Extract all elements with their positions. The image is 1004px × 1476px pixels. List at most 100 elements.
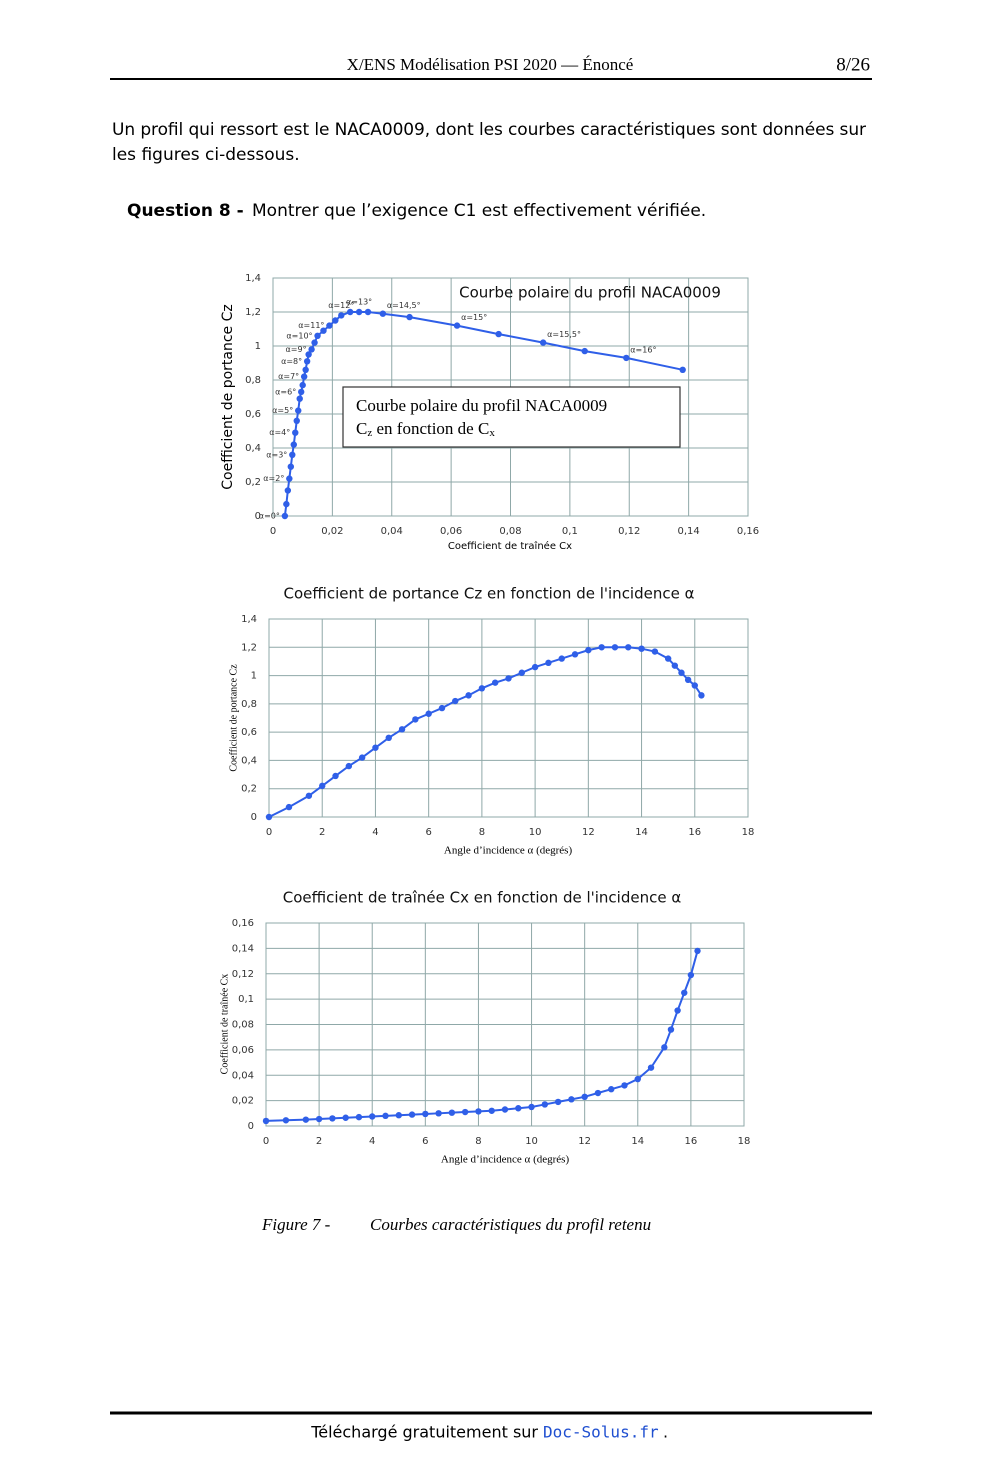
data-point <box>342 1114 349 1121</box>
data-point <box>364 308 372 316</box>
data-point <box>435 1110 442 1117</box>
data-point <box>651 648 659 655</box>
data-point <box>303 358 311 365</box>
point-annotation: α=3° <box>266 450 287 459</box>
point-annotation: α=5° <box>272 406 293 415</box>
data-point <box>281 512 289 520</box>
x-tick-label: 16 <box>685 1136 698 1147</box>
data-point <box>501 1106 509 1113</box>
point-annotation: α=7° <box>278 372 299 381</box>
data-point <box>425 710 432 717</box>
data-point <box>311 339 318 346</box>
footer-link[interactable]: Doc-Solus.fr <box>543 1423 659 1442</box>
data-point <box>385 734 392 741</box>
y-tick-label: 0,2 <box>245 477 261 488</box>
x-tick-label: 12 <box>582 827 595 838</box>
x-tick-label: 0 <box>266 827 272 838</box>
data-point <box>621 1082 628 1089</box>
data-point <box>452 697 459 705</box>
data-point <box>679 366 686 373</box>
data-point <box>518 669 526 676</box>
data-point <box>545 659 552 667</box>
data-point <box>406 313 413 321</box>
data-point <box>448 1109 456 1116</box>
data-point <box>300 373 308 380</box>
data-point <box>539 339 547 346</box>
chart: 0 0,02 0,04 0,06 0,08 0,1 0,12 0,14 0,16 0 2 4 6 8 10 1… <box>219 889 750 1166</box>
box-text-part: z <box>367 427 372 439</box>
x-tick-label: 14 <box>631 1136 644 1147</box>
y-tick-label: 0,8 <box>245 375 261 386</box>
data-point <box>329 1115 336 1122</box>
box-text-part: x <box>489 427 495 439</box>
data-point <box>475 1108 482 1115</box>
point-annotation: α=0° <box>259 512 280 521</box>
point-annotation: α=15° <box>461 313 487 322</box>
x-tick-label: 6 <box>422 1136 428 1147</box>
paragraph-line: Un profil qui ressort est le NACA0009, d… <box>112 120 866 140</box>
data-point <box>346 308 354 316</box>
data-point <box>289 451 296 458</box>
data-point <box>505 675 512 682</box>
data-point <box>558 655 565 662</box>
y-tick-label: 1,2 <box>241 642 257 653</box>
data-point <box>332 772 339 780</box>
point-annotation: α=9° <box>286 345 307 354</box>
data-point <box>528 1103 535 1111</box>
data-point <box>568 1096 575 1103</box>
data-point <box>647 1064 655 1071</box>
data-point <box>541 1101 549 1108</box>
data-point <box>345 762 353 770</box>
data-point <box>515 1105 522 1112</box>
data-point <box>285 803 293 811</box>
data-point <box>293 417 300 424</box>
chart-title: Coefficient de portance Cz en fonction d… <box>283 585 694 603</box>
header-title: X/ENS Modélisation PSI 2020 — Énoncé <box>347 55 634 74</box>
x-tick-label: 10 <box>529 827 542 838</box>
data-point <box>287 463 295 470</box>
data-point <box>623 354 630 362</box>
x-tick-label: 16 <box>688 827 701 838</box>
y-tick-label: 0 <box>255 511 261 522</box>
question-label: Question 8 - <box>127 201 244 221</box>
data-point <box>691 682 698 689</box>
point-annotation: α=6° <box>275 387 296 396</box>
data-point <box>694 947 701 955</box>
data-point <box>305 351 312 358</box>
data-point <box>581 1093 588 1101</box>
footer-text: Téléchargé gratuitement sur <box>310 1423 538 1442</box>
y-tick-label: 1 <box>255 341 261 352</box>
data-point <box>296 395 303 402</box>
data-point <box>581 347 588 355</box>
x-tick-label: 8 <box>475 1136 481 1147</box>
data-point <box>295 407 302 414</box>
x-tick-label: 2 <box>316 1136 322 1147</box>
x-tick-label: 2 <box>319 827 325 838</box>
data-point <box>687 971 695 979</box>
x-tick-label: 0,14 <box>677 526 699 537</box>
x-tick-label: 0 <box>270 526 276 537</box>
data-point <box>265 813 273 821</box>
plot-area <box>268 618 749 818</box>
x-axis-label: Coefficient de traînée Cx <box>448 540 572 552</box>
annotation-box <box>342 386 681 448</box>
y-tick-label: 0,6 <box>241 727 257 738</box>
point-annotation: α=11° <box>298 321 324 330</box>
data-point <box>571 651 579 658</box>
y-tick-label: 0 <box>248 1121 254 1132</box>
data-point <box>355 1113 363 1121</box>
point-annotation: α=8° <box>281 357 302 366</box>
point-annotation: α=14,5° <box>387 301 421 310</box>
data-point <box>320 327 327 334</box>
data-point <box>625 644 632 651</box>
data-point <box>284 487 292 494</box>
data-point <box>681 989 688 996</box>
chart-title: Coefficient de traînée Cx en fonction de… <box>283 889 682 907</box>
data-point <box>554 1098 562 1106</box>
data-point <box>422 1110 429 1118</box>
x-tick-label: 10 <box>525 1136 538 1147</box>
data-point <box>338 312 345 319</box>
point-annotation: α=12° <box>328 301 354 310</box>
y-tick-label: 1 <box>251 671 257 682</box>
y-axis-label: Coefficient de portance Cz <box>228 664 239 772</box>
